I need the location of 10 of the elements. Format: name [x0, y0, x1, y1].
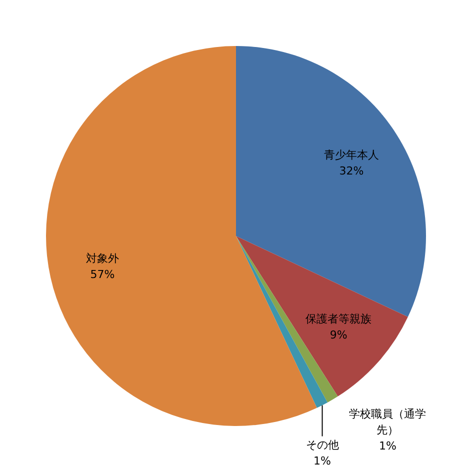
slice-label: 学校職員（通学先）	[349, 408, 426, 437]
data-label: 1%	[378, 440, 396, 453]
slice-label: 青少年本人	[324, 148, 380, 162]
slice-label: 対象外	[86, 252, 119, 265]
data-label: 1%	[314, 454, 331, 468]
slice-label: その他	[306, 438, 339, 452]
slice-label: 保護者等親族	[306, 312, 372, 326]
data-label: 9%	[330, 328, 348, 342]
data-label: 57%	[90, 268, 115, 281]
data-label: 32%	[339, 164, 364, 178]
